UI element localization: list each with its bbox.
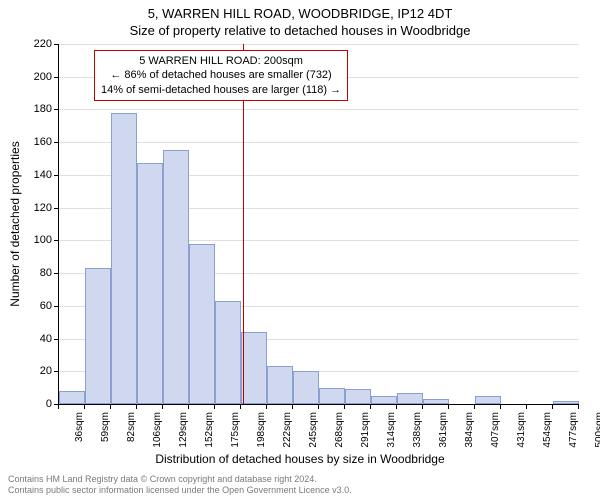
histogram-bar	[111, 113, 137, 404]
histogram-bar	[319, 388, 345, 404]
y-tick-label: 200	[34, 71, 58, 83]
histogram-bar	[163, 150, 189, 404]
x-tick-label: 338sqm	[412, 412, 423, 448]
copyright-line2: Contains public sector information licen…	[8, 485, 352, 496]
x-tick-label: 175sqm	[230, 412, 241, 448]
copyright-notice: Contains HM Land Registry data © Crown c…	[8, 474, 352, 496]
histogram-bar	[189, 244, 215, 404]
histogram-bar	[267, 366, 293, 404]
title-line1: 5, WARREN HILL ROAD, WOODBRIDGE, IP12 4D…	[0, 6, 600, 23]
y-tick-label: 60	[40, 300, 58, 312]
annotation-line: 5 WARREN HILL ROAD: 200sqm	[101, 54, 341, 68]
histogram-bar	[215, 301, 241, 404]
y-axis-label: Number of detached properties	[8, 141, 22, 306]
histogram-bar	[345, 389, 371, 404]
histogram-bar	[85, 268, 111, 404]
plot-area: 5 WARREN HILL ROAD: 200sqm← 86% of detac…	[58, 44, 579, 405]
x-tick-label: 500sqm	[594, 412, 600, 448]
x-tick-label: 59sqm	[100, 412, 111, 442]
histogram-bar	[553, 401, 579, 404]
histogram-bar	[293, 371, 319, 404]
x-tick-label: 36sqm	[74, 412, 85, 442]
x-tick-label: 361sqm	[438, 412, 449, 448]
x-axis-label: Distribution of detached houses by size …	[0, 452, 600, 466]
y-tick-label: 40	[40, 333, 58, 345]
x-tick-label: 268sqm	[334, 412, 345, 448]
histogram-bar	[371, 396, 397, 404]
annotation-line: 14% of semi-detached houses are larger (…	[101, 83, 341, 97]
annotation-box: 5 WARREN HILL ROAD: 200sqm← 86% of detac…	[94, 50, 348, 101]
x-tick-label: 129sqm	[178, 412, 189, 448]
histogram-bar	[59, 391, 85, 404]
x-tick-label: 291sqm	[360, 412, 371, 448]
chart: 5 WARREN HILL ROAD: 200sqm← 86% of detac…	[58, 44, 578, 404]
y-tick-label: 120	[34, 202, 58, 214]
x-tick-label: 222sqm	[282, 412, 293, 448]
x-tick-label: 82sqm	[126, 412, 137, 442]
x-tick-label: 314sqm	[386, 412, 397, 448]
histogram-bar	[423, 399, 449, 404]
x-tick-label: 477sqm	[568, 412, 579, 448]
histogram-bar	[241, 332, 267, 404]
x-tick-label: 454sqm	[542, 412, 553, 448]
y-tick-label: 0	[46, 398, 58, 410]
x-tick-label: 106sqm	[152, 412, 163, 448]
y-tick-label: 160	[34, 136, 58, 148]
x-tick-label: 198sqm	[256, 412, 267, 448]
x-tick-label: 152sqm	[204, 412, 215, 448]
y-tick-label: 220	[34, 38, 58, 50]
y-tick-label: 100	[34, 234, 58, 246]
copyright-line1: Contains HM Land Registry data © Crown c…	[8, 474, 352, 485]
y-tick-label: 180	[34, 103, 58, 115]
y-tick-label: 20	[40, 365, 58, 377]
y-tick-label: 80	[40, 267, 58, 279]
x-tick-label: 245sqm	[308, 412, 319, 448]
chart-title: 5, WARREN HILL ROAD, WOODBRIDGE, IP12 4D…	[0, 0, 600, 40]
x-tick-label: 431sqm	[516, 412, 527, 448]
y-tick-label: 140	[34, 169, 58, 181]
annotation-line: ← 86% of detached houses are smaller (73…	[101, 68, 341, 82]
histogram-bar	[397, 393, 423, 404]
x-tick-label: 407sqm	[490, 412, 501, 448]
title-line2: Size of property relative to detached ho…	[0, 23, 600, 40]
histogram-bar	[475, 396, 501, 404]
x-tick-label: 384sqm	[464, 412, 475, 448]
histogram-bar	[137, 163, 163, 404]
